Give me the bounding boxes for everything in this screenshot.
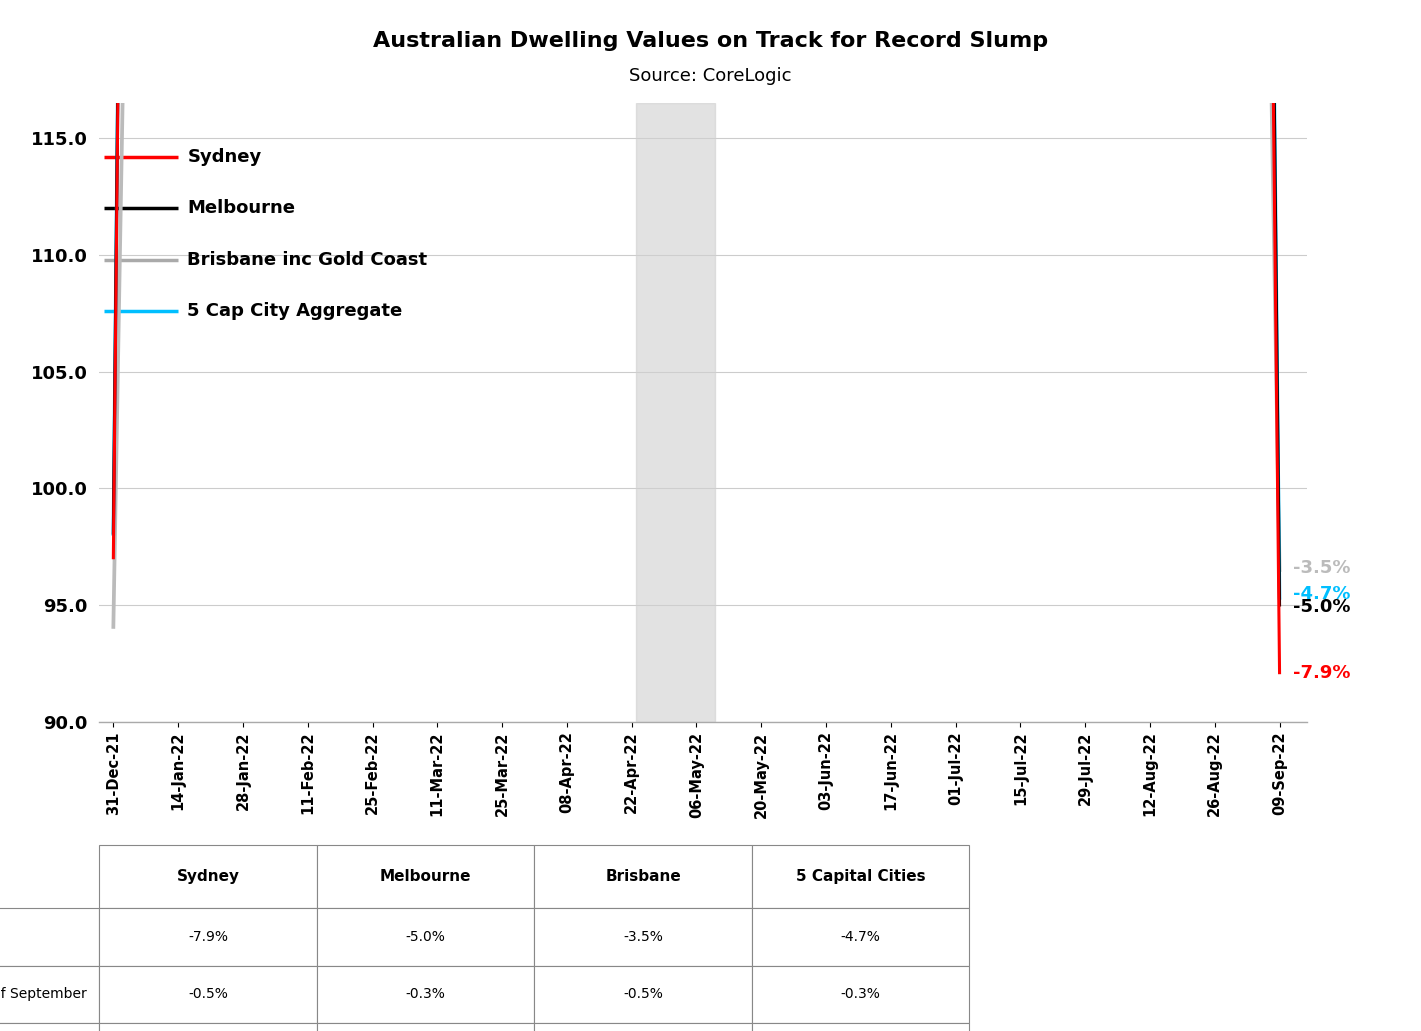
Bar (637, 103, 715, 722)
Text: Source: CoreLogic: Source: CoreLogic (630, 67, 791, 85)
Text: Sydney: Sydney (188, 147, 261, 166)
Text: -4.7%: -4.7% (1293, 586, 1351, 603)
Text: -7.9%: -7.9% (1293, 664, 1351, 681)
Text: Melbourne: Melbourne (188, 199, 296, 218)
Text: -5.0%: -5.0% (1293, 598, 1351, 617)
Text: Brisbane inc Gold Coast: Brisbane inc Gold Coast (188, 251, 428, 268)
Text: -3.5%: -3.5% (1293, 559, 1351, 576)
Text: Australian Dwelling Values on Track for Record Slump: Australian Dwelling Values on Track for … (372, 31, 1049, 51)
Text: 5 Cap City Aggregate: 5 Cap City Aggregate (188, 302, 402, 320)
